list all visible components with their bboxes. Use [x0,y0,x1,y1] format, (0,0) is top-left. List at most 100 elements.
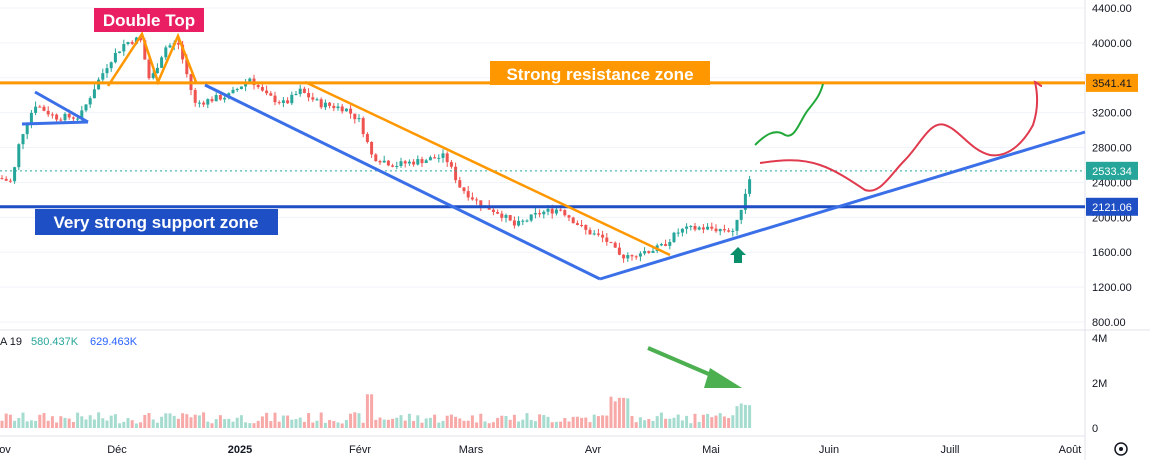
volume-arrow-head-icon[interactable] [704,368,742,388]
price-label-box: 2533.34 [1086,161,1138,180]
volume-bar [727,418,731,428]
time-tick-label: Févr [349,444,371,456]
candle-body [428,157,432,161]
volume-bar [307,413,311,428]
candle-body [588,229,592,235]
candle-body [542,211,546,215]
descending-resistance-line[interactable] [304,80,671,257]
volume-bar [202,412,206,428]
candle-body [466,191,470,198]
volume-bar [59,416,63,428]
price-tick-label: 1600.00 [1092,247,1132,259]
volume-bar [231,421,235,428]
volume-bar [525,413,529,428]
candle-body [231,89,235,94]
price-tick-label: 1200.00 [1092,282,1132,294]
volume-bar [504,416,508,428]
time-axis[interactable]: ov Déc 2025 Févr Mars Avr Mai Juin Juill Août [0,444,1081,456]
volume-bar [361,422,365,428]
volume-bar [479,413,483,428]
volume-bar [248,423,252,428]
candle-body [239,86,243,90]
volume-bar [395,417,399,428]
candle-body [17,144,21,168]
volume-bar [466,420,470,428]
descending-channel-line[interactable] [204,83,601,281]
price-tick-label: 2800.00 [1092,143,1132,155]
volume-bar [50,416,54,428]
candle-body [344,108,348,112]
price-tick-label: 2400.00 [1092,177,1132,189]
volume-bar [731,415,735,428]
candle-body [512,220,516,226]
volume-bar [592,414,596,428]
early-base-line[interactable] [21,120,89,126]
candle-body [29,112,33,125]
volume-bar [189,417,193,428]
candle-body [538,213,542,215]
volume-bar [97,412,101,428]
candle-body [571,217,575,224]
price-tick-label: 3200.00 [1092,108,1132,120]
volume-bar [470,415,474,428]
volume-bar [328,420,332,428]
candle-body [546,208,550,212]
candle-body [424,160,428,164]
price-tick-label: 4000.00 [1092,38,1132,50]
candle-body [659,244,663,246]
volume-bar [340,423,344,428]
volume-bar [8,414,12,428]
candle-body [38,106,42,108]
candle-body [748,179,752,194]
candle-body [403,161,407,164]
volume-bar [428,417,432,428]
volume-bar [672,417,676,428]
support-label[interactable]: Very strong support zone [35,209,278,235]
time-tick-label: Août [1059,444,1082,456]
double-top-pattern[interactable] [106,31,198,87]
candle-body [311,97,315,100]
candle-body [340,106,344,112]
volume-bar [483,421,487,428]
resistance-label[interactable]: Strong resistance zone [490,61,710,85]
bullish-projection[interactable] [754,83,824,146]
candle-body [554,209,558,214]
candle-body [613,242,617,248]
double-top-label[interactable]: Double Top [94,8,204,32]
candle-body [281,100,285,103]
candle-body [739,209,743,220]
volume-bar [571,416,575,428]
up-arrow-icon[interactable] [730,247,746,263]
candle-body [92,89,96,99]
candle-body [529,214,533,221]
candle-body [508,215,512,221]
candle-body [676,232,680,234]
candle-body [206,99,210,105]
candle-body [290,94,294,104]
volume-bar [290,419,294,428]
volume-bar [265,412,269,428]
settings-gear-icon[interactable] [1114,442,1128,456]
volume-bar [113,414,117,428]
volume-bar [584,417,588,428]
candle-body [634,256,638,258]
candle-body [617,247,621,255]
early-trend-line[interactable] [34,90,89,124]
candle-body [143,40,147,60]
volume-bar [344,420,348,428]
ascending-support-line[interactable] [599,130,1086,281]
candle-body [202,102,206,105]
volume-bar [164,413,168,428]
volume-bar [223,419,227,428]
volume-bar [143,414,147,428]
volume-bar [260,416,264,428]
volume-bar [118,423,122,428]
candle-body [437,157,441,159]
volume-bar [281,415,285,428]
volume-bar [706,413,710,428]
time-tick-label: ov [0,444,11,456]
candle-body [265,90,269,94]
alternative-projection[interactable] [759,80,1043,192]
volume-bar [55,422,59,428]
